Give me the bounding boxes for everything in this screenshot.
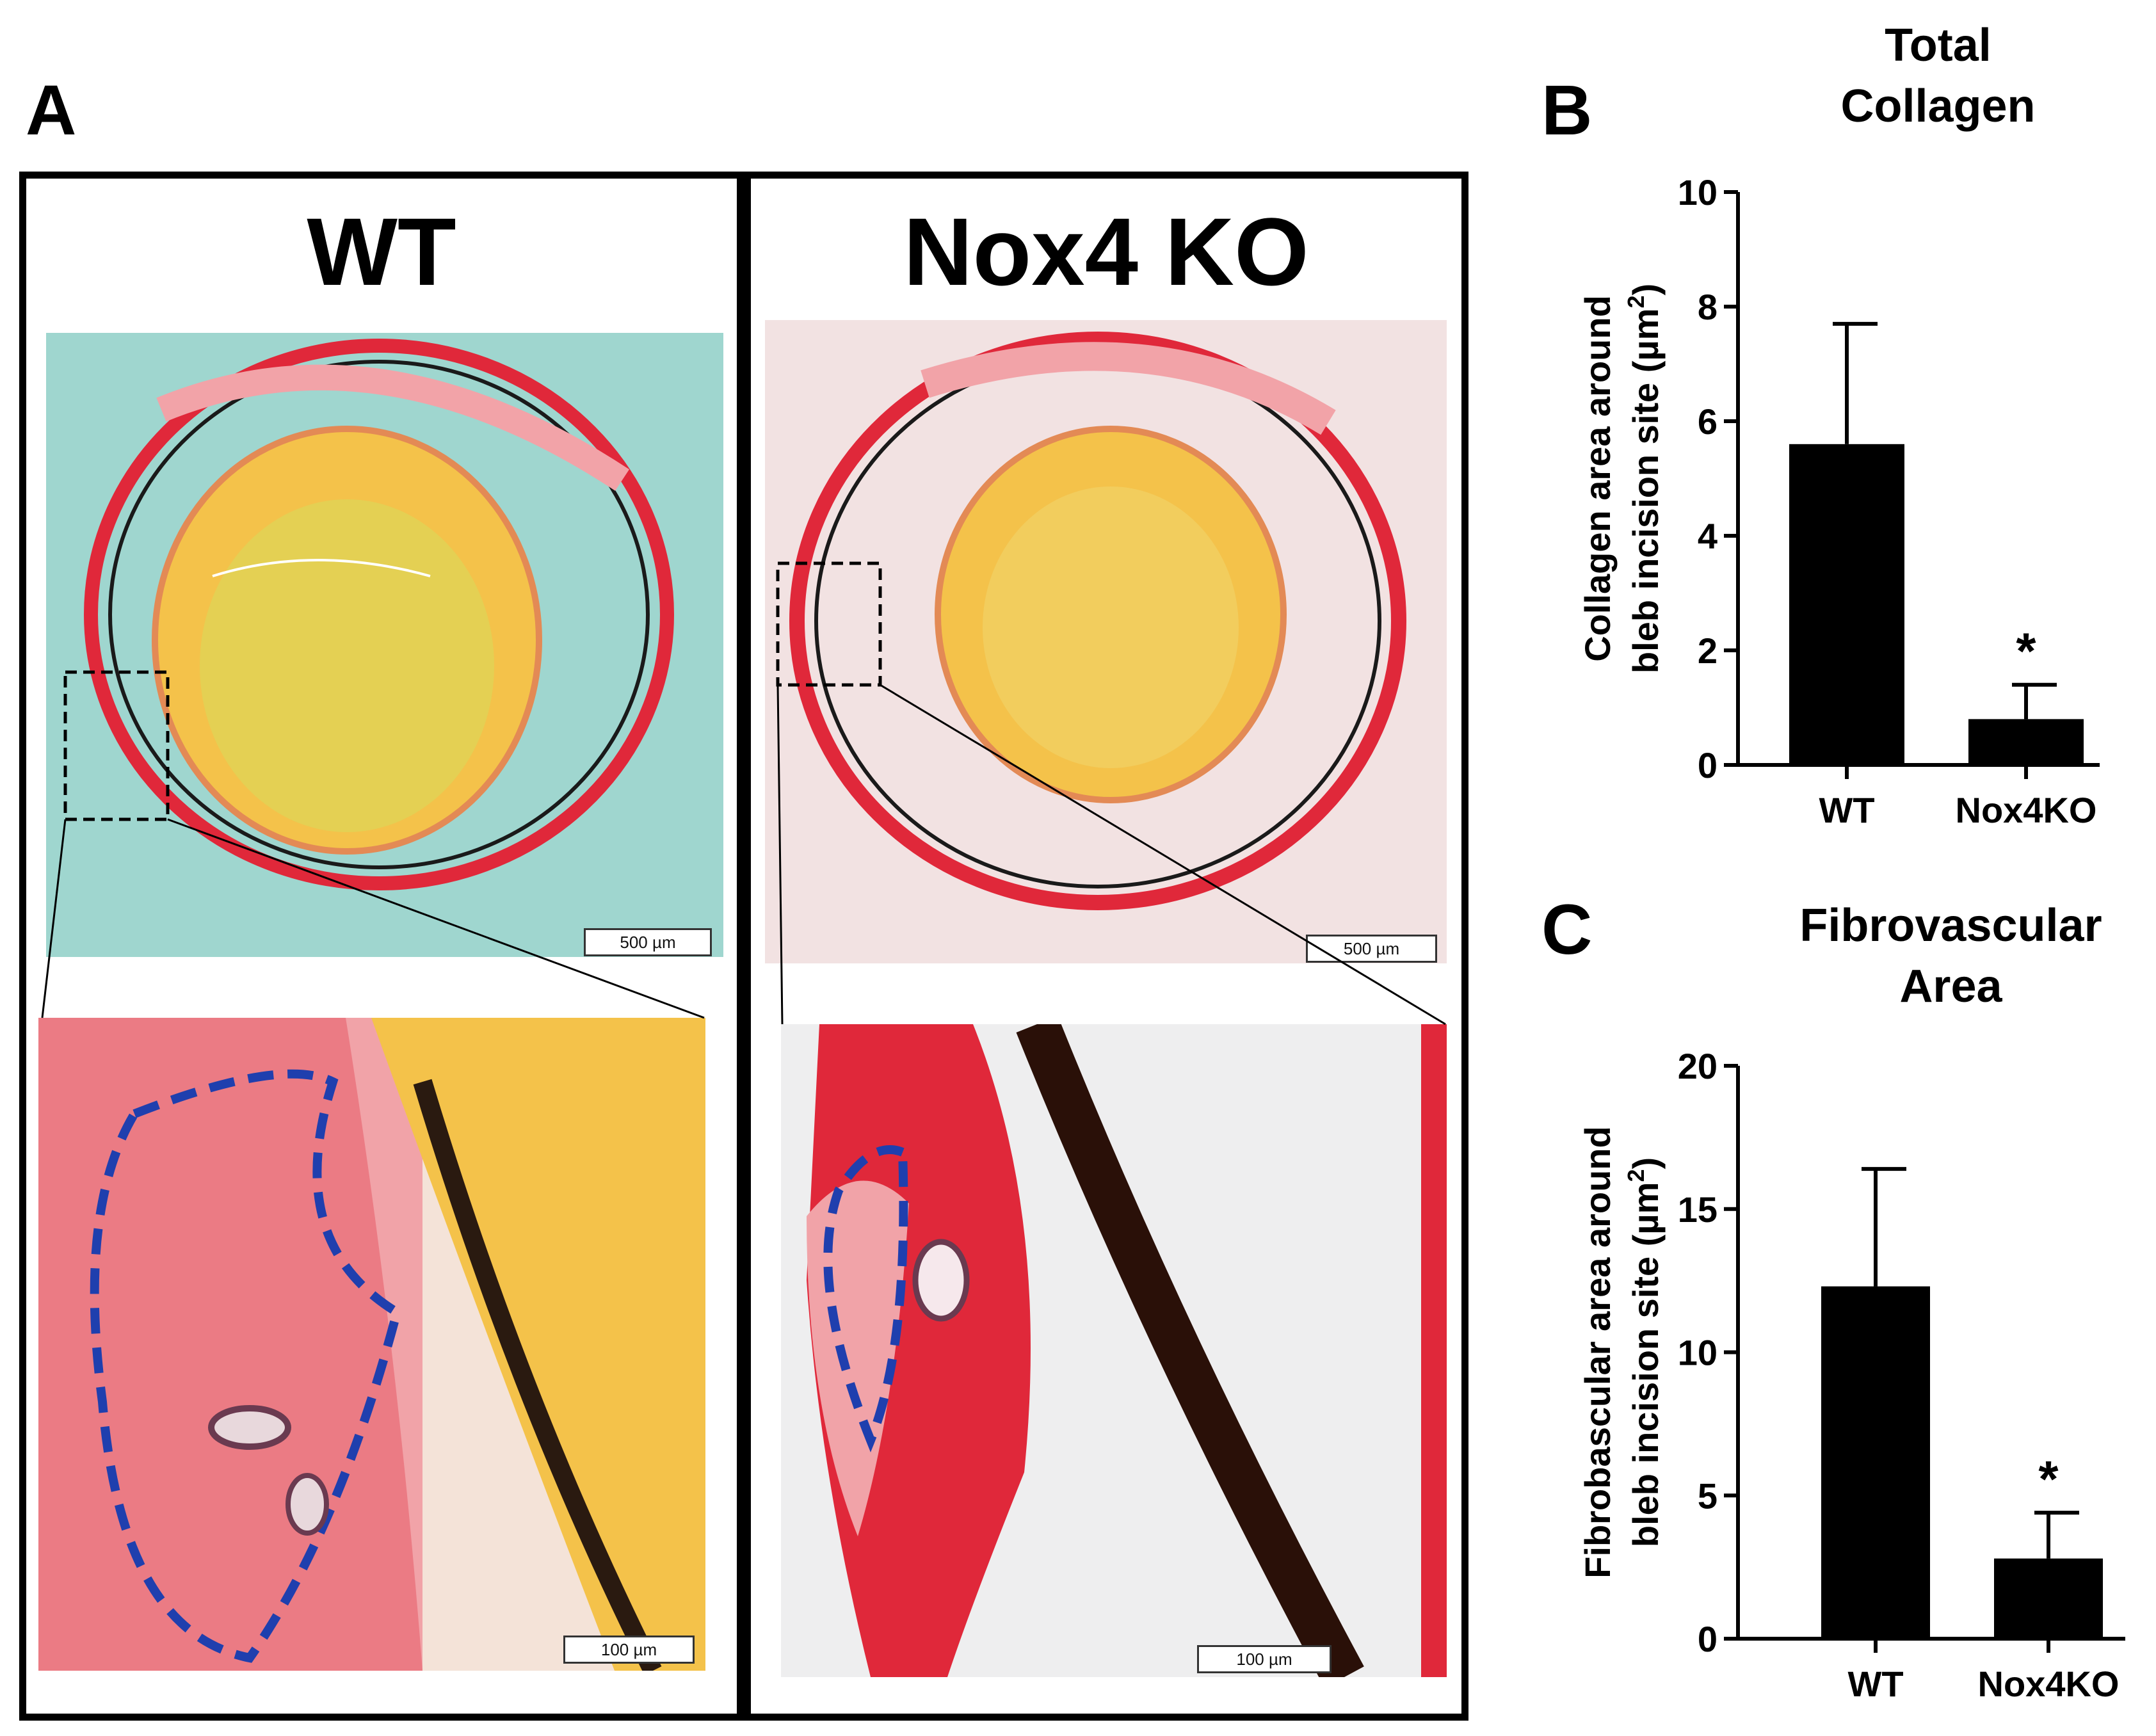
- chart-title-line: Fibrovascular: [1799, 900, 2102, 951]
- significance-star: *: [2016, 623, 2036, 680]
- wt-zoom-scalebar: 100 µm: [563, 1636, 695, 1664]
- y-axis-label-line1: Collagen area around: [1577, 295, 1618, 662]
- wt-title: WT: [307, 198, 456, 305]
- y-axis-label-line2: bleb incision site (µm2): [1623, 284, 1666, 673]
- y-tick-label: 2: [1698, 631, 1718, 671]
- wt-overview-scalebar: 500 µm: [584, 928, 712, 956]
- y-axis-label-line1: Fibrobascular area around: [1577, 1126, 1618, 1578]
- x-tick-label: Nox4KO: [1956, 790, 2097, 830]
- y-tick-label: 4: [1698, 516, 1718, 556]
- y-tick-label: 10: [1678, 1333, 1718, 1373]
- y-tick-label: 0: [1698, 1619, 1718, 1659]
- chart-title-line: Area: [1899, 961, 2002, 1012]
- bar-wt: [1789, 444, 1904, 765]
- ko-title: Nox4 KO: [903, 198, 1309, 305]
- y-tick-label: 0: [1698, 745, 1718, 785]
- bar-nox4ko: [1968, 719, 2084, 765]
- chart-fibrovascular-area: Fibrovascular Area 0 5 10 15 20 Fibrobascular a…: [1549, 871, 2156, 1733]
- x-tick-label: WT: [1819, 790, 1874, 830]
- chart-title-line: Collagen: [1840, 81, 2035, 132]
- chart-total-collagen: Total Collagen 0 2 4 6 8 10 Collagen area around…: [1549, 0, 2156, 864]
- wt-frame: [19, 172, 744, 1721]
- ko-overview-scalebar: 500 µm: [1306, 935, 1437, 963]
- y-tick-label: 8: [1698, 287, 1718, 327]
- panel-b-letter: B: [1541, 71, 1593, 150]
- ko-frame: [744, 172, 1468, 1721]
- bar-wt: [1821, 1286, 1930, 1639]
- x-tick-label: Nox4KO: [1978, 1664, 2120, 1704]
- y-tick-label: 5: [1698, 1475, 1718, 1516]
- panel-a-letter: A: [26, 71, 77, 150]
- y-tick-label: 15: [1678, 1189, 1718, 1230]
- y-tick-label: 20: [1678, 1046, 1718, 1086]
- panel-c-letter: C: [1541, 890, 1593, 969]
- ko-zoom-scalebar: 100 µm: [1197, 1645, 1331, 1673]
- ko-zoom-micrograph: 100 µm: [781, 1024, 1447, 1677]
- x-tick-label: WT: [1847, 1664, 1903, 1704]
- y-tick-label: 10: [1678, 172, 1718, 213]
- y-tick-label: 6: [1698, 401, 1718, 442]
- ko-overview-micrograph: 500 µm: [765, 320, 1447, 963]
- y-axis-label-line2: bleb incision site (µm2): [1623, 1157, 1666, 1547]
- wt-overview-micrograph: 500 µm: [46, 333, 723, 957]
- wt-zoom-micrograph: 100 µm: [38, 1018, 705, 1671]
- significance-star: *: [2038, 1451, 2059, 1507]
- bar-nox4ko: [1994, 1558, 2103, 1639]
- chart-title-line: Total: [1885, 20, 1991, 71]
